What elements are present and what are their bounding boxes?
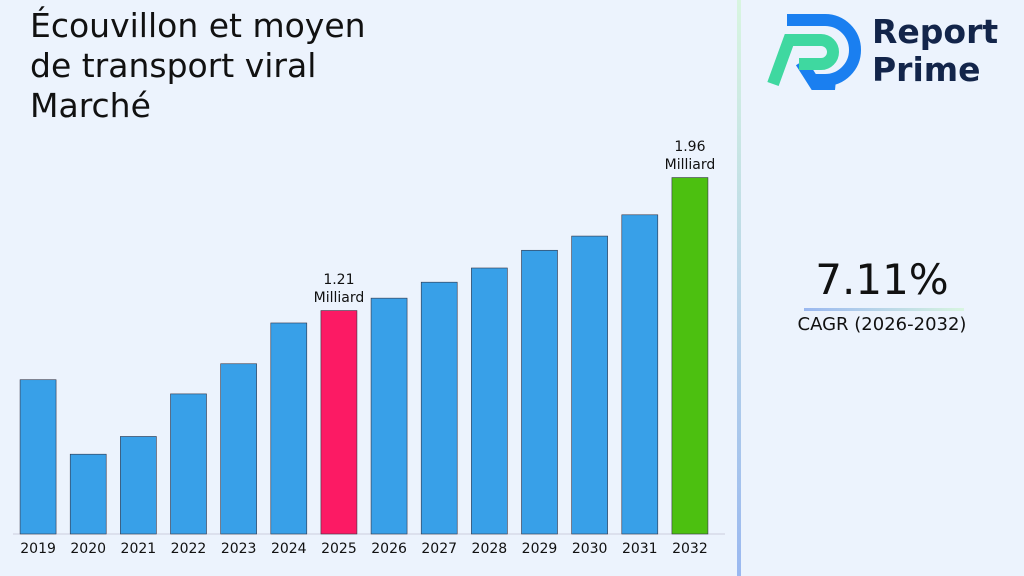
bar bbox=[270, 322, 308, 535]
cagr-label: CAGR (2026-2032) bbox=[797, 314, 967, 335]
bar bbox=[120, 436, 157, 535]
x-tick-label: 2021 bbox=[121, 541, 157, 557]
value-label: 1.21 Milliard bbox=[313, 271, 365, 306]
bar bbox=[671, 177, 709, 535]
bar bbox=[370, 297, 408, 535]
x-tick-label: 2020 bbox=[70, 541, 106, 557]
bar bbox=[170, 393, 207, 535]
cagr-value: 7.11% bbox=[815, 255, 949, 304]
value-label: 1.96 Milliard bbox=[664, 138, 716, 173]
logo-shape bbox=[787, 14, 861, 90]
x-tick-label: 2031 bbox=[622, 541, 658, 557]
x-tick-label: 2030 bbox=[572, 541, 608, 557]
bar bbox=[69, 453, 107, 535]
x-tick-label: 2032 bbox=[672, 541, 708, 557]
x-tick-label: 2029 bbox=[522, 541, 558, 557]
bar bbox=[571, 235, 608, 535]
bar bbox=[471, 267, 508, 535]
bar bbox=[220, 363, 257, 535]
chart: 2019 2020 2021 2022 2023 2024 2025 2026 2027 2028… bbox=[13, 177, 725, 557]
divider bbox=[737, 0, 741, 576]
bar bbox=[521, 249, 558, 535]
logo-text: Report bbox=[872, 12, 999, 51]
logo-shape bbox=[767, 34, 839, 87]
x-tick-label: 2019 bbox=[20, 541, 56, 557]
bar bbox=[420, 281, 458, 535]
chart-title: Écouvillon et moyen de transport viral M… bbox=[30, 6, 366, 125]
x-tick-label: 2023 bbox=[221, 541, 257, 557]
x-tick-label: 2024 bbox=[271, 541, 307, 557]
bar bbox=[320, 310, 358, 535]
cagr-underline bbox=[804, 308, 964, 311]
bar bbox=[19, 379, 57, 535]
x-tick-label: 2027 bbox=[421, 541, 457, 557]
bar bbox=[621, 214, 659, 535]
x-tick-label: 2028 bbox=[472, 541, 508, 557]
x-tick-label: 2025 bbox=[321, 541, 357, 557]
logo-icon bbox=[767, 14, 861, 90]
logo-text: Prime bbox=[872, 50, 981, 89]
x-tick-label: 2022 bbox=[171, 541, 207, 557]
x-tick-label: 2026 bbox=[371, 541, 407, 557]
